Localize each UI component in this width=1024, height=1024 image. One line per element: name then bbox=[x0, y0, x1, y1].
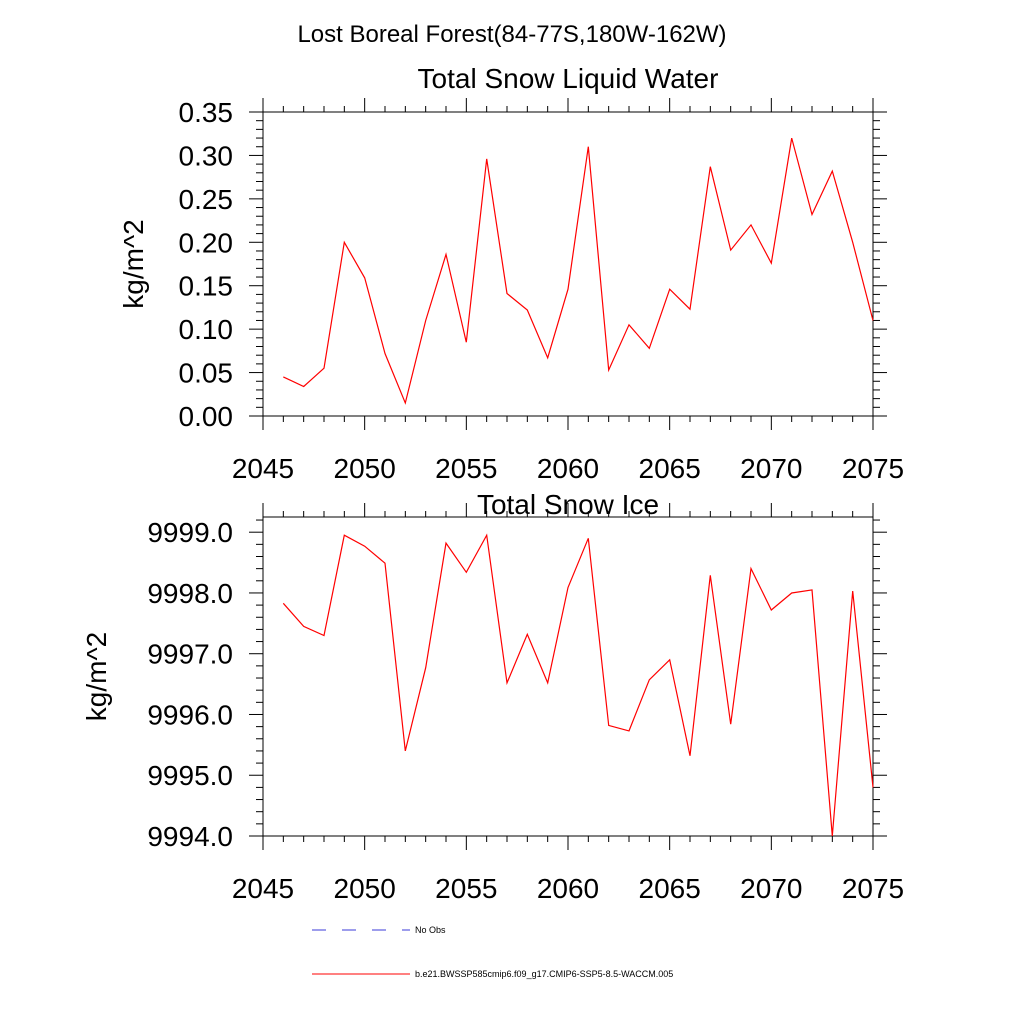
ice-x-tick-label: 2050 bbox=[334, 873, 396, 904]
liquid-plot-frame bbox=[262, 111, 874, 417]
liquid-y-tick-label: 0.05 bbox=[179, 358, 234, 389]
liquid-x-tick-label: 2070 bbox=[740, 453, 802, 484]
liquid-y-axis-label: kg/m^2 bbox=[118, 219, 149, 308]
legend: No Obs b.e21.BWSSP585cmip6.f09_g17.CMIP6… bbox=[312, 925, 673, 979]
ice-y-tick-label: 9998.0 bbox=[147, 578, 233, 609]
liquid-chart-title: Total Snow Liquid Water bbox=[418, 63, 719, 94]
liquid-x-tick-label: 2055 bbox=[435, 453, 497, 484]
liquid-y-tick-label: 0.10 bbox=[179, 314, 234, 345]
liquid-y-tick-label: 0.30 bbox=[179, 140, 234, 171]
ice-y-axis-label: kg/m^2 bbox=[81, 632, 112, 721]
ice-y-tick-label: 9996.0 bbox=[147, 699, 233, 730]
liquid-y-tick-label: 0.00 bbox=[179, 401, 234, 432]
liquid-x-tick-label: 2060 bbox=[537, 453, 599, 484]
ice-x-tick-label: 2070 bbox=[740, 873, 802, 904]
ice-y-tick-label: 9997.0 bbox=[147, 639, 233, 670]
ice-x-tick-label: 2060 bbox=[537, 873, 599, 904]
ice-x-tick-label: 2065 bbox=[639, 873, 701, 904]
ice-series-line bbox=[282, 533, 874, 837]
ice-x-tick-label: 2045 bbox=[232, 873, 294, 904]
liquid-y-tick-label: 0.20 bbox=[179, 227, 234, 258]
liquid-y-tick-label: 0.15 bbox=[179, 271, 234, 302]
liquid-x-tick-label: 2045 bbox=[232, 453, 294, 484]
ice-y-tick-label: 9994.0 bbox=[147, 821, 233, 852]
ice-x-tick-label: 2075 bbox=[842, 873, 904, 904]
figure-title: Lost Boreal Forest(84-77S,180W-162W) bbox=[297, 21, 726, 48]
liquid-y-tick-label: 0.25 bbox=[179, 184, 234, 215]
liquid-x-tick-label: 2050 bbox=[334, 453, 396, 484]
liquid-y-tick-label: 0.35 bbox=[179, 97, 234, 128]
liquid-x-tick-label: 2075 bbox=[842, 453, 904, 484]
legend-label-model-run: b.e21.BWSSP585cmip6.f09_g17.CMIP6-SSP5-8… bbox=[415, 969, 673, 979]
ice-y-tick-label: 9999.0 bbox=[147, 517, 233, 548]
ice-y-tick-label: 9995.0 bbox=[147, 760, 233, 791]
liquid-series-line bbox=[283, 137, 874, 405]
liquid-x-tick-label: 2065 bbox=[639, 453, 701, 484]
legend-label-no-obs: No Obs bbox=[415, 925, 446, 935]
snow-liquid-water-panel: Total Snow Liquid Water kg/m^2 2045 2050 205… bbox=[118, 63, 904, 484]
ice-plot-frame bbox=[262, 516, 874, 837]
ice-x-tick-label: 2055 bbox=[435, 873, 497, 904]
